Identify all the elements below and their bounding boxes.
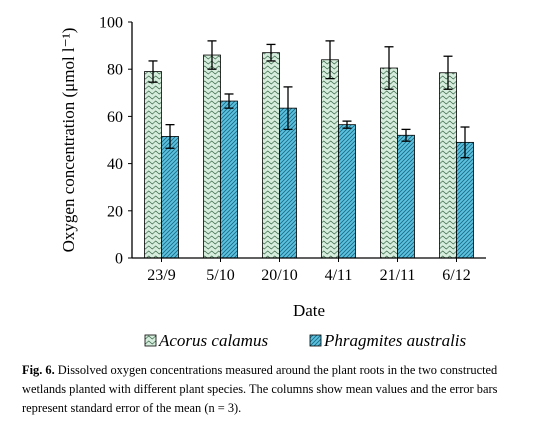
caption-text: Dissolved oxygen concentrations measured…: [22, 363, 498, 415]
bar-acorus-4-11: [321, 59, 339, 259]
error-bar-acorus-20-10: [266, 43, 276, 62]
error-bar-acorus-21-11: [384, 46, 394, 90]
bar-phragmites-21-11: [397, 134, 415, 259]
bar-acorus-23-9: [144, 71, 162, 259]
bar-phragmites-20-10: [279, 107, 297, 259]
y-tick-label: 40: [107, 156, 123, 173]
error-bar-acorus-23-9: [148, 60, 158, 83]
error-bar-phragmites-4-11: [342, 120, 352, 129]
y-tick-label: 100: [99, 15, 123, 32]
y-tick-label: 0: [115, 251, 123, 268]
legend-swatch-acorus: [144, 334, 157, 347]
error-bar-phragmites-5-10: [224, 93, 234, 109]
x-tick-label: 5/10: [206, 267, 234, 284]
error-bar-phragmites-20-10: [283, 86, 293, 131]
error-bar-phragmites-6-12: [460, 126, 470, 159]
error-bar-phragmites-21-11: [401, 128, 411, 142]
y-tick-label: 60: [107, 109, 123, 126]
error-bar-acorus-4-11: [325, 40, 335, 80]
y-tick-label: 20: [107, 203, 123, 220]
bar-acorus-5-10: [203, 54, 221, 259]
figure-caption: Fig. 6. Dissolved oxygen concentrations …: [22, 361, 527, 418]
bar-phragmites-4-11: [338, 124, 356, 259]
x-tick-label: 23/9: [147, 267, 175, 284]
bar-acorus-21-11: [380, 67, 398, 259]
x-tick-label: 4/11: [325, 267, 353, 284]
y-axis-title: Oxygen concentration (μmol l⁻¹): [59, 28, 78, 253]
bar-phragmites-6-12: [456, 141, 474, 259]
bar-phragmites-23-9: [161, 136, 179, 259]
y-tick-label: 80: [107, 62, 123, 79]
x-tick-label: 20/10: [261, 267, 297, 284]
x-axis-title: Date: [293, 301, 325, 320]
bar-acorus-20-10: [262, 52, 280, 259]
x-tick-label: 21/11: [380, 267, 416, 284]
error-bar-acorus-5-10: [207, 40, 217, 70]
legend-label-phragmites: Phragmites australis: [323, 331, 467, 350]
error-bar-phragmites-23-9: [165, 124, 175, 149]
legend: Acorus calamus Phragmites australis: [144, 331, 467, 350]
legend-label-acorus: Acorus calamus: [158, 331, 268, 350]
error-bar-acorus-6-12: [443, 55, 453, 90]
figure-label: Fig. 6.: [22, 363, 55, 377]
legend-swatch-phragmites: [309, 334, 322, 347]
x-tick-label: 6/12: [442, 267, 470, 284]
bar-phragmites-5-10: [220, 100, 238, 259]
bar-acorus-6-12: [439, 72, 457, 259]
